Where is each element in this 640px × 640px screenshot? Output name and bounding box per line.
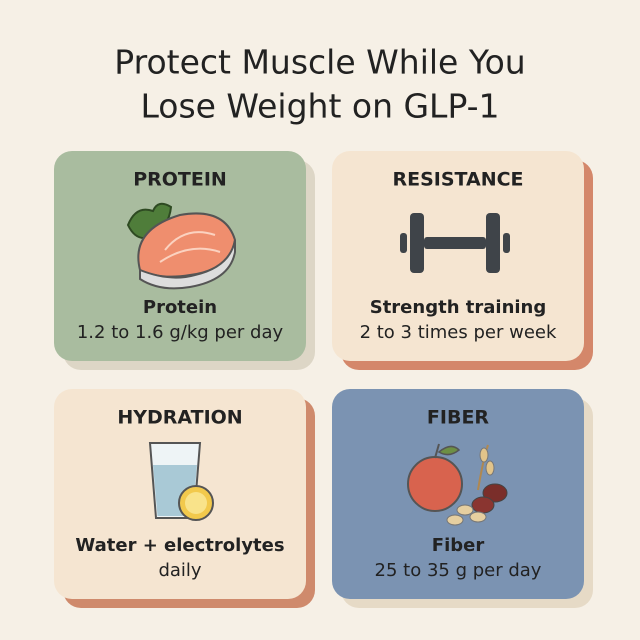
glass-icon bbox=[148, 442, 214, 521]
card-detail: 2 to 3 times per week bbox=[360, 322, 557, 343]
card-heading: RESISTANCE bbox=[392, 169, 523, 191]
card-detail: 25 to 35 g per day bbox=[375, 560, 542, 581]
title-line: Protect Muscle While You bbox=[114, 43, 525, 82]
card bbox=[332, 151, 584, 361]
card-detail: daily bbox=[158, 560, 201, 581]
card-heading: PROTEIN bbox=[133, 169, 227, 191]
card-label: Fiber bbox=[432, 535, 485, 556]
card-label: Strength training bbox=[370, 297, 547, 318]
title-line: Lose Weight on GLP-1 bbox=[140, 87, 499, 126]
card-heading: FIBER bbox=[427, 407, 490, 429]
card-label: Water + electrolytes bbox=[75, 535, 284, 556]
salmon-icon bbox=[126, 202, 237, 290]
card-detail: 1.2 to 1.6 g/kg per day bbox=[77, 322, 284, 343]
dumbbell-icon bbox=[400, 213, 510, 273]
fiber-icon bbox=[407, 443, 508, 526]
card-heading: HYDRATION bbox=[117, 407, 242, 429]
card-label: Protein bbox=[143, 297, 217, 318]
